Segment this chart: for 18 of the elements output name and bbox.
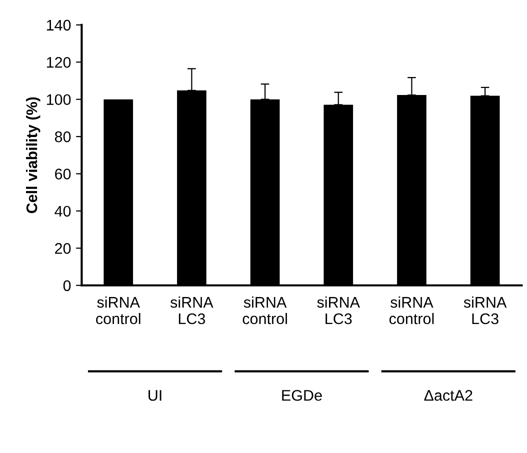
y-axis-title: Cell viability (%) xyxy=(26,97,40,214)
y-tick-label: 120 xyxy=(46,56,71,68)
x-tick-label: siRNA LC3 xyxy=(170,296,214,324)
y-tick-label: 140 xyxy=(46,20,71,31)
y-tick-label: 0 xyxy=(63,280,71,292)
y-tick-label: 100 xyxy=(46,94,71,106)
y-tick-label: 60 xyxy=(55,168,71,180)
x-tick-label: siRNA control xyxy=(389,296,434,324)
y-tick-label: 40 xyxy=(54,206,71,217)
text: ΔactA2 xyxy=(424,390,472,401)
x-tick-label: siRNA control xyxy=(96,296,140,324)
text: UI xyxy=(148,390,162,401)
y-tick-label: 80 xyxy=(54,131,71,142)
y-tick-label: 20 xyxy=(55,243,71,254)
x-tick-label: siRNA control xyxy=(242,296,287,324)
text: EGDe xyxy=(282,390,322,401)
x-tick-label: siRNA LC3 xyxy=(317,296,360,324)
x-tick-label: siRNA LC3 xyxy=(464,296,507,324)
